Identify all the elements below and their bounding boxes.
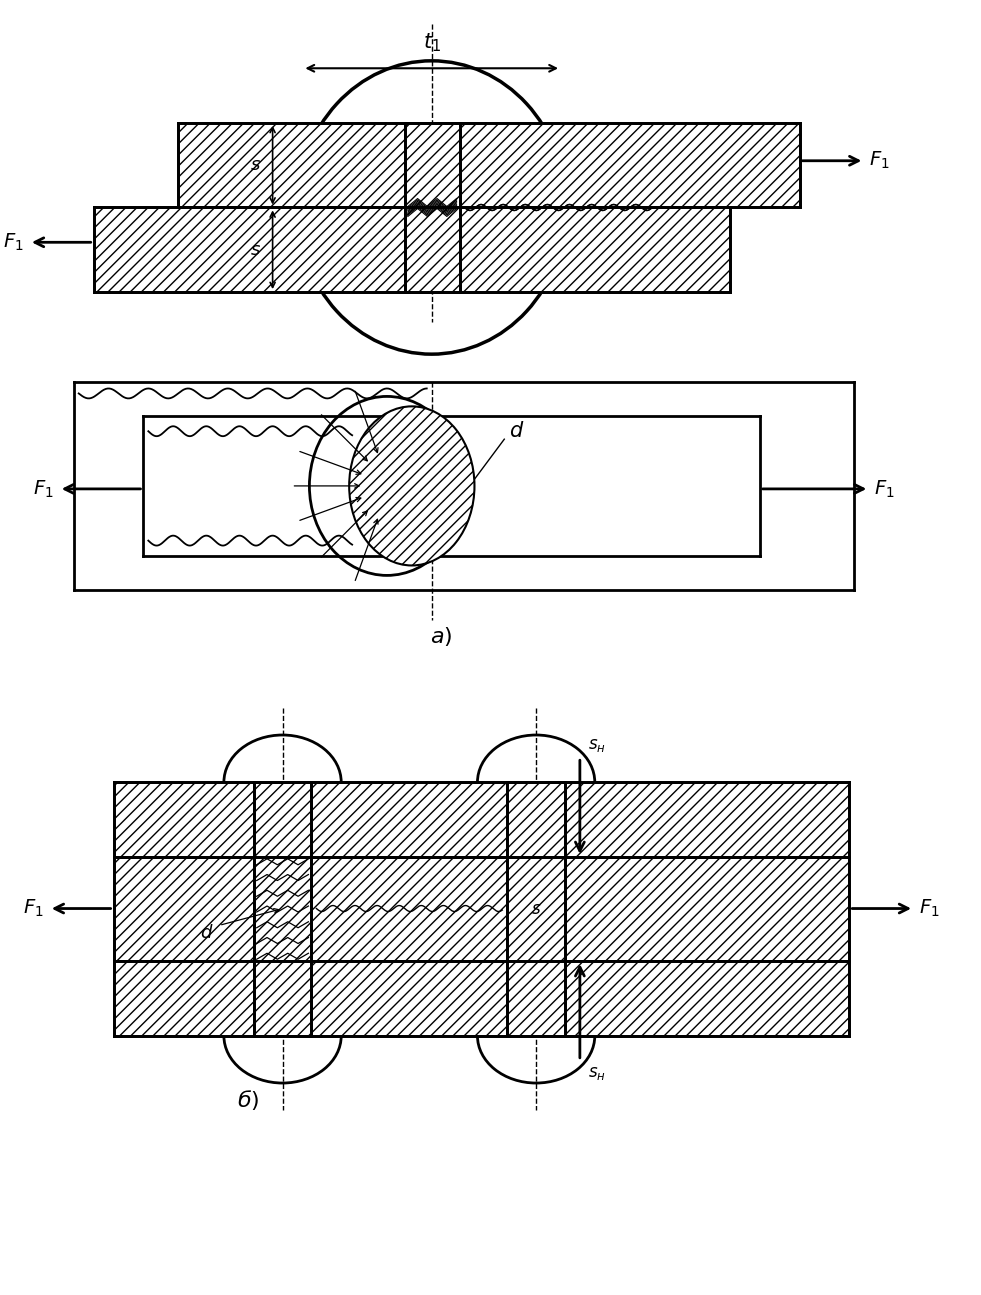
Text: $d$: $d$ bbox=[509, 421, 525, 442]
Text: $а)$: $а)$ bbox=[431, 625, 453, 648]
Bar bbox=[93, 207, 405, 291]
Bar bbox=[459, 207, 730, 291]
Bar bbox=[565, 961, 850, 1036]
Bar bbox=[507, 782, 565, 1036]
Bar bbox=[179, 123, 405, 207]
Bar bbox=[114, 961, 254, 1036]
Text: $s$: $s$ bbox=[250, 241, 261, 259]
Bar bbox=[311, 961, 507, 1036]
Text: $s$: $s$ bbox=[531, 900, 542, 918]
Bar bbox=[459, 123, 800, 207]
Ellipse shape bbox=[349, 407, 475, 566]
Text: $б)$: $б)$ bbox=[236, 1088, 259, 1111]
Text: $s$: $s$ bbox=[250, 157, 261, 175]
Bar bbox=[114, 782, 254, 857]
Bar bbox=[565, 857, 850, 961]
Bar bbox=[565, 782, 850, 857]
Text: $F_1$: $F_1$ bbox=[869, 150, 890, 171]
Bar bbox=[114, 857, 254, 961]
Text: $F_1$: $F_1$ bbox=[919, 897, 940, 919]
Text: $F_1$: $F_1$ bbox=[874, 478, 895, 500]
Text: $t_1$: $t_1$ bbox=[423, 32, 440, 54]
Bar bbox=[311, 782, 507, 857]
Text: $F_1$: $F_1$ bbox=[3, 232, 24, 253]
Text: $s_н$: $s_н$ bbox=[588, 1063, 605, 1081]
Text: $F_1$: $F_1$ bbox=[33, 478, 54, 500]
Text: $d$: $d$ bbox=[200, 925, 214, 943]
Text: $s_н$: $s_н$ bbox=[588, 737, 605, 755]
Text: $F_1$: $F_1$ bbox=[24, 897, 44, 919]
Bar bbox=[254, 782, 311, 1036]
Bar bbox=[311, 857, 507, 961]
Bar bbox=[405, 123, 459, 291]
